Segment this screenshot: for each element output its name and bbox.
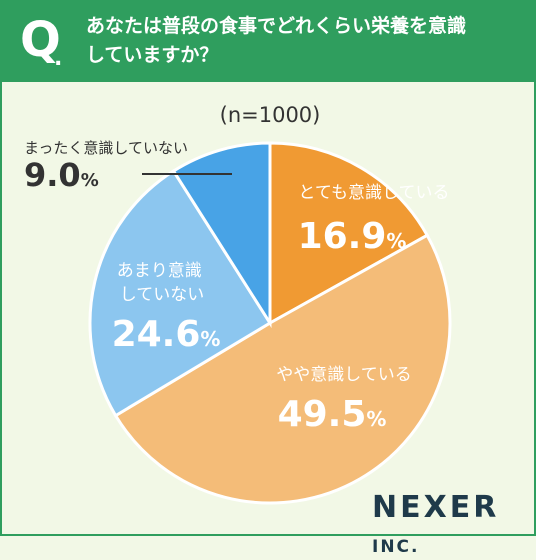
- slice-value-totemo-unit: %: [386, 229, 406, 253]
- pie-slice-2: [88, 168, 273, 418]
- slice-value-amari: 24.6%: [112, 314, 221, 355]
- pie-slices: [88, 141, 452, 505]
- question-header: Q . あなたは普段の食事でどれくらい栄養を意識 していますか？: [2, 2, 534, 82]
- slice-label-amari-line2: していない: [120, 285, 205, 305]
- nexer-logo: NEXER INC.: [372, 490, 534, 560]
- slice-value-mattaku-number: 9.0: [24, 156, 81, 194]
- slice-value-totemo-number: 16.9: [298, 216, 387, 257]
- logo-suffix: INC.: [372, 537, 420, 557]
- slice-value-yaya-unit: %: [366, 407, 386, 431]
- question-line-2: していますか？: [86, 44, 219, 66]
- question-text: あなたは普段の食事でどれくらい栄養を意識 していますか？: [86, 12, 526, 70]
- logo-name: NEXER: [372, 490, 500, 525]
- slice-label-mattaku: まったく意識していない: [24, 139, 188, 157]
- pie-slice-3: [171, 141, 272, 329]
- slice-value-amari-number: 24.6: [112, 314, 201, 355]
- q-mark: Q: [20, 12, 61, 68]
- question-line-1: あなたは普段の食事でどれくらい栄養を意識: [86, 15, 467, 37]
- pie-slice-1: [113, 233, 452, 505]
- slice-value-totemo: 16.9%: [298, 216, 407, 257]
- slice-value-amari-unit: %: [200, 327, 220, 351]
- slice-value-mattaku-unit: %: [81, 170, 99, 191]
- pie-chart: (n=1000) とても意識している 16.9% やや意識している 49.5% …: [24, 103, 452, 505]
- chart-subtitle: (n=1000): [220, 103, 321, 127]
- slice-label-amari-line1: あまり意識: [117, 261, 202, 281]
- slice-value-yaya: 49.5%: [278, 394, 387, 435]
- slice-label-amari: あまり意識 していない: [117, 261, 207, 305]
- q-dot: .: [54, 46, 63, 71]
- slice-value-yaya-number: 49.5: [278, 394, 367, 435]
- pie-slice-0: [268, 141, 430, 326]
- slice-label-yaya: やや意識している: [276, 365, 412, 385]
- slice-label-totemo: とても意識している: [298, 183, 449, 203]
- slice-value-mattaku: 9.0%: [24, 156, 99, 194]
